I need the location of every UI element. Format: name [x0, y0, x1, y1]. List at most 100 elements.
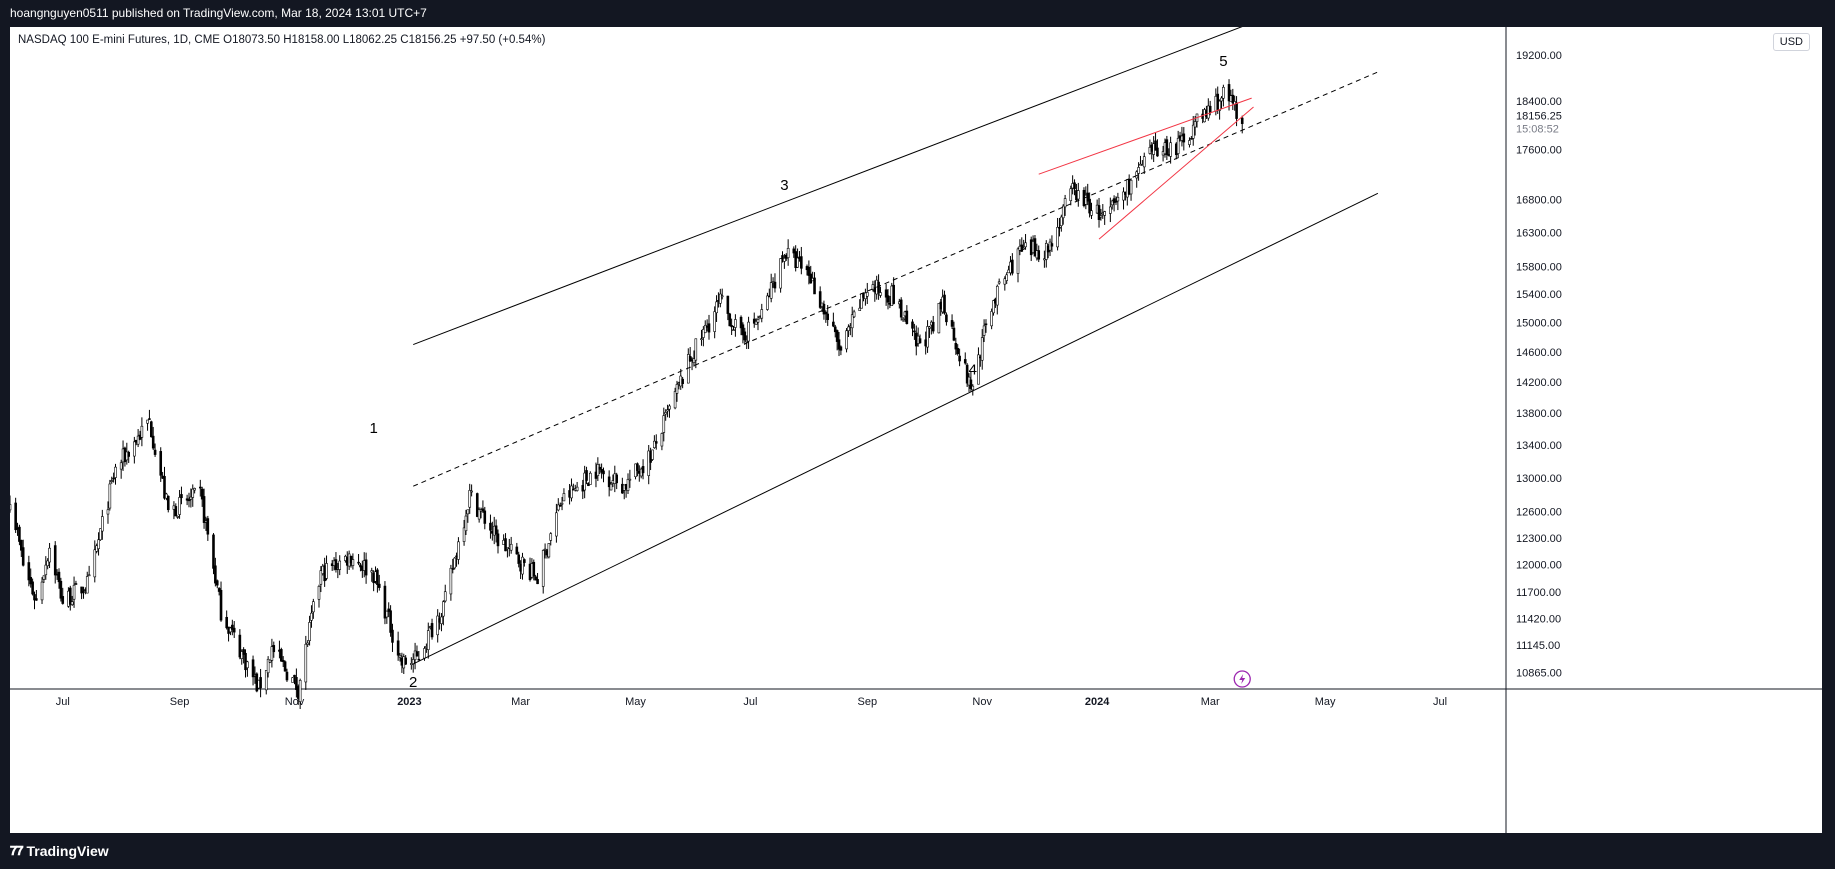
- candle-body: [1129, 179, 1133, 195]
- candle-body: [786, 248, 790, 258]
- candle-body: [615, 474, 618, 484]
- candle-body: [219, 589, 223, 621]
- candle-body: [1050, 243, 1054, 247]
- candle-body: [404, 657, 407, 665]
- candle-body: [796, 257, 799, 268]
- candle-body: [281, 659, 285, 662]
- price-chart[interactable]: 10865.00 11145.00 11420.00 11700.00 12000.00…: [10, 27, 1822, 833]
- candle-body: [272, 645, 276, 653]
- candle-body: [1073, 182, 1076, 190]
- candle-body: [280, 649, 283, 662]
- candle-body: [110, 480, 114, 482]
- candle-body: [93, 549, 97, 578]
- price-tick-label: 13000.00: [1516, 473, 1562, 485]
- candle-body: [990, 311, 993, 327]
- candle-body: [475, 493, 479, 517]
- candle-body: [1114, 200, 1118, 203]
- candle-body: [602, 470, 605, 475]
- candle-body: [651, 449, 654, 460]
- candle-body: [628, 478, 632, 481]
- candle-body: [451, 568, 455, 570]
- candle-body: [389, 610, 392, 633]
- candle-body: [206, 518, 210, 535]
- candle-body: [140, 425, 144, 438]
- candle-body: [543, 548, 547, 551]
- candle-body: [1137, 167, 1140, 174]
- candle-body: [417, 658, 421, 661]
- candle-body: [835, 330, 839, 342]
- candle-body: [153, 449, 157, 455]
- candle-body: [457, 541, 460, 560]
- candle-body: [607, 476, 611, 488]
- candle-body: [1154, 140, 1157, 151]
- candle-body: [174, 506, 178, 517]
- candle-body: [229, 627, 232, 633]
- candle-body: [515, 546, 519, 555]
- candle-body: [558, 504, 562, 507]
- candle-body: [1056, 226, 1059, 248]
- candle-body: [886, 295, 890, 303]
- candle-body: [675, 384, 679, 394]
- candle-body: [193, 488, 196, 491]
- candle-body: [1116, 196, 1120, 202]
- tradingview-brand[interactable]: 𝟕𝟕 TradingView: [10, 843, 109, 859]
- candle-body: [440, 616, 443, 624]
- channel-line: [413, 27, 1243, 346]
- candle-body: [259, 677, 262, 689]
- candle-body: [555, 512, 558, 537]
- time-tick-label: Mar: [511, 696, 530, 708]
- candle-body: [673, 391, 677, 409]
- candle-body: [359, 564, 362, 568]
- candle-body: [585, 470, 588, 481]
- candle-body: [965, 364, 969, 384]
- candle-body: [958, 355, 961, 362]
- price-tick-label: 15800.00: [1516, 261, 1562, 273]
- price-tick-label: 16800.00: [1516, 195, 1562, 207]
- wave-label: 4: [969, 361, 977, 378]
- candle-body: [892, 284, 895, 304]
- price-tick-label: 11700.00: [1516, 587, 1561, 599]
- candle-body: [945, 314, 948, 323]
- candle-body: [589, 472, 592, 485]
- candle-body: [715, 301, 718, 314]
- last-price-label: 18156.25: [1516, 111, 1562, 123]
- candle-body: [943, 294, 946, 314]
- candle-body: [1099, 215, 1103, 218]
- candle-body: [383, 585, 387, 619]
- candle-body: [180, 494, 183, 499]
- candle-body: [387, 608, 391, 612]
- price-tick-label: 13400.00: [1516, 440, 1562, 452]
- candle-body: [1088, 198, 1091, 214]
- candle-body: [187, 499, 191, 502]
- candle-body: [44, 564, 48, 576]
- candle-body: [57, 571, 61, 583]
- bar-countdown-label: 15:08:52: [1516, 124, 1559, 136]
- price-tick-label: 12300.00: [1516, 533, 1562, 545]
- candle-body: [1033, 238, 1037, 257]
- candle-body: [298, 680, 302, 702]
- candle-body: [626, 479, 630, 491]
- candle-body: [1176, 137, 1180, 154]
- wave-label: 5: [1219, 53, 1227, 70]
- chart-area[interactable]: 10865.00 11145.00 11420.00 11700.00 12000.00…: [10, 27, 1822, 833]
- candle-body: [826, 313, 830, 320]
- candle-body: [839, 346, 843, 351]
- candle-body: [1193, 121, 1197, 128]
- candle-body: [46, 560, 49, 567]
- candle-body: [14, 502, 17, 531]
- candle-body: [556, 504, 560, 511]
- candle-body: [792, 248, 796, 254]
- candle-body: [357, 561, 360, 564]
- candle-body: [739, 316, 743, 329]
- candle-body: [483, 510, 487, 524]
- candle-body: [1003, 278, 1007, 285]
- candle-body: [997, 281, 1001, 284]
- candle-body: [747, 321, 750, 342]
- candle-body: [466, 509, 470, 515]
- candle-body: [850, 314, 854, 329]
- candle-body: [68, 587, 72, 605]
- candle-body: [391, 629, 394, 643]
- candle-body: [317, 586, 321, 600]
- currency-button[interactable]: USD: [1772, 33, 1810, 51]
- price-tick-label: 18400.00: [1516, 96, 1562, 108]
